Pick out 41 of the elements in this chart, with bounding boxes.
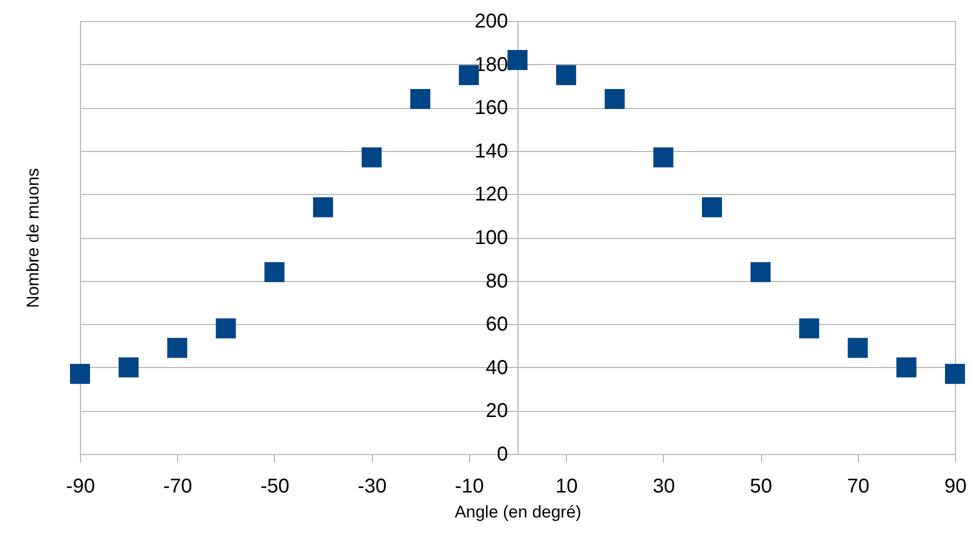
y-tick-label: 20: [486, 400, 508, 422]
x-tick-label: 70: [847, 476, 870, 498]
point: [362, 147, 382, 168]
x-tick-label: 10: [555, 476, 578, 498]
point: [653, 147, 674, 168]
point: [556, 65, 576, 86]
point: [799, 318, 820, 338]
point: [167, 338, 188, 358]
point: [896, 357, 916, 378]
x-axis-title: Angle (en degré): [454, 502, 582, 522]
y-tick-label: 140: [474, 140, 508, 162]
y-tick-label: 60: [486, 314, 508, 336]
y-tick-label: 40: [486, 356, 508, 379]
y-tick-label: 100: [474, 227, 508, 249]
y-tick-label: 80: [486, 270, 508, 292]
point: [118, 357, 139, 378]
point: [945, 364, 965, 384]
y-tick-label: 160: [474, 97, 508, 120]
y-tick-label: 120: [474, 184, 508, 206]
y-tick-label: 0: [496, 444, 508, 466]
y-tick-label: 200: [474, 10, 508, 32]
point: [750, 262, 771, 282]
point: [410, 88, 430, 109]
x-tick-label: 30: [652, 476, 675, 498]
y-tick-label: 180: [474, 54, 508, 76]
point: [70, 364, 90, 384]
point: [264, 262, 284, 282]
point: [604, 88, 625, 109]
point: [508, 50, 528, 70]
point: [313, 197, 334, 218]
y-axis-title: Nombre de muons: [24, 168, 42, 308]
x-tick-label: -70: [163, 476, 192, 498]
x-tick-label: -10: [454, 476, 484, 498]
x-tick-label: -30: [358, 476, 387, 498]
point: [702, 197, 722, 218]
x-tick-label: -50: [260, 476, 290, 498]
point: [216, 318, 236, 338]
x-tick-label: 90: [944, 476, 967, 498]
x-tick-label: -90: [66, 476, 95, 498]
point: [848, 338, 868, 358]
x-tick-label: 50: [750, 476, 772, 498]
